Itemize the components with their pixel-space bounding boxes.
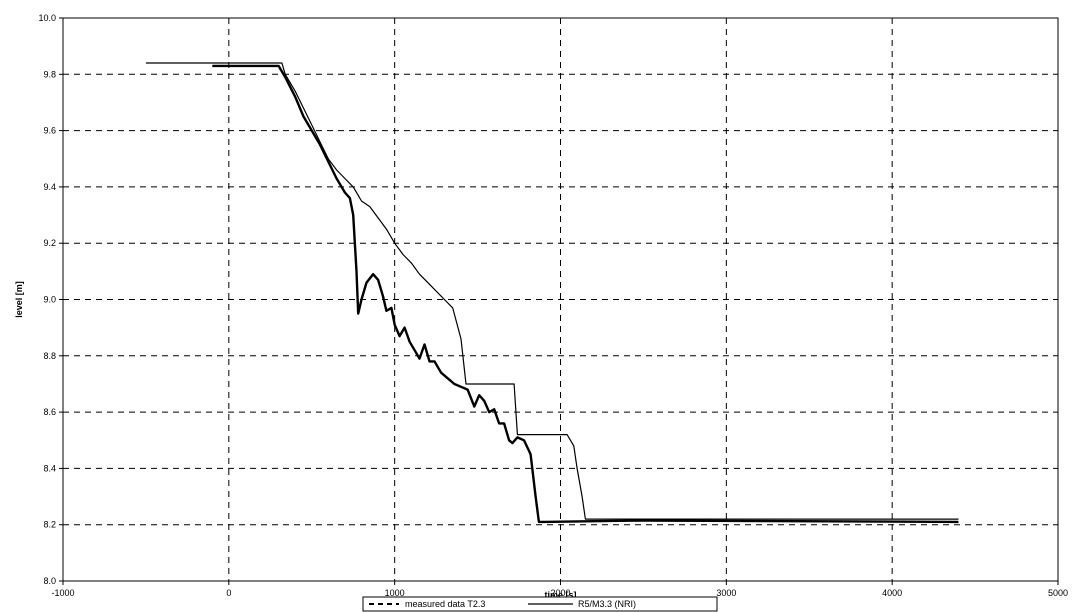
- y-tick-label: 9.0: [43, 295, 56, 305]
- legend: measured data T2.3 R5/M3.3 (NRI): [362, 596, 718, 612]
- y-tick-label: 8.4: [43, 463, 56, 473]
- series-line-r5m33: [145, 62, 959, 520]
- y-tick-label: 10.0: [38, 13, 56, 23]
- y-tick-label: 9.6: [43, 126, 56, 136]
- y-tick-label: 8.8: [43, 351, 56, 361]
- x-tick-label: 1000: [385, 588, 405, 598]
- legend-label-r5m33: R5/M3.3 (NRI): [578, 599, 636, 609]
- y-tick-label: 9.4: [43, 182, 56, 192]
- x-tick-label: 4000: [882, 588, 902, 598]
- y-tick-label: 8.6: [43, 407, 56, 417]
- x-tick-label: 2000: [550, 588, 570, 598]
- x-tick-label: 3000: [716, 588, 736, 598]
- x-tick-label: 5000: [1048, 588, 1068, 598]
- y-axis-title: level [m]: [14, 281, 24, 318]
- y-tick-label: 8.2: [43, 520, 56, 530]
- grid-lines: [63, 18, 1058, 581]
- x-tick-label: -1000: [51, 588, 74, 598]
- plot-frame: [62, 17, 1059, 582]
- y-tick-label: 9.2: [43, 238, 56, 248]
- tick-labels: 8.0 8.2 8.4 8.6 8.8 9.0 9.2 9.4 9.6 9.8 10.0 -1000 0…: [38, 13, 1068, 598]
- x-tick-label: 0: [226, 588, 231, 598]
- legend-label-measured: measured data T2.3: [405, 599, 485, 609]
- y-tick-label: 8.0: [43, 576, 56, 586]
- x-axis-title: time [s]: [544, 590, 576, 600]
- y-tick-label: 9.8: [43, 69, 56, 79]
- series-line-measured: [212, 64, 959, 524]
- axes: [59, 17, 1059, 585]
- series-lines: [145, 62, 959, 524]
